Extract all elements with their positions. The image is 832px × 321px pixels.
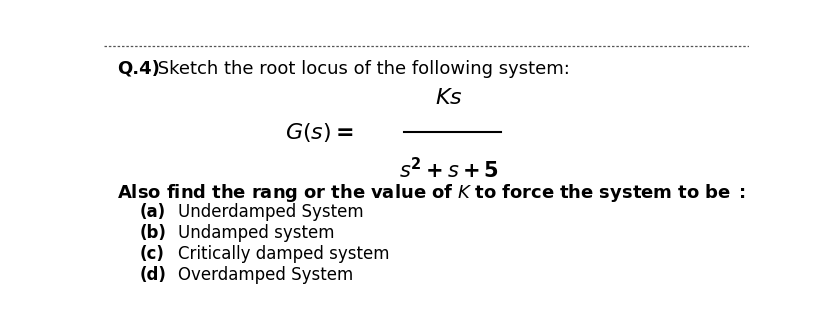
Text: $\bf{Also\ find\ the\ rang\ or\ the\ value\ of\ }$$\mathbf{\mathit{K}}$$\bf{\ to: $\bf{Also\ find\ the\ rang\ or\ the\ val… bbox=[116, 182, 745, 204]
Text: (b): (b) bbox=[140, 224, 166, 242]
Text: $\mathbf{\mathit{s}^2 + \mathit{s} + 5}$: $\mathbf{\mathit{s}^2 + \mathit{s} + 5}$ bbox=[399, 157, 499, 182]
Text: Overdamped System: Overdamped System bbox=[178, 266, 354, 284]
Text: Sketch the root locus of the following system:: Sketch the root locus of the following s… bbox=[152, 59, 570, 78]
Text: Q.4): Q.4) bbox=[116, 59, 160, 78]
Text: $\mathbf{\mathit{G(s)}}$$\mathbf{=}$: $\mathbf{\mathit{G(s)}}$$\mathbf{=}$ bbox=[285, 121, 354, 144]
Text: Underdamped System: Underdamped System bbox=[178, 203, 364, 221]
Text: Critically damped system: Critically damped system bbox=[178, 245, 389, 263]
Text: $\mathbf{\mathit{Ks}}$: $\mathbf{\mathit{Ks}}$ bbox=[435, 88, 463, 108]
Text: (d): (d) bbox=[140, 266, 166, 284]
Text: (c): (c) bbox=[140, 245, 165, 263]
Text: (a): (a) bbox=[140, 203, 166, 221]
Text: Undamped system: Undamped system bbox=[178, 224, 334, 242]
